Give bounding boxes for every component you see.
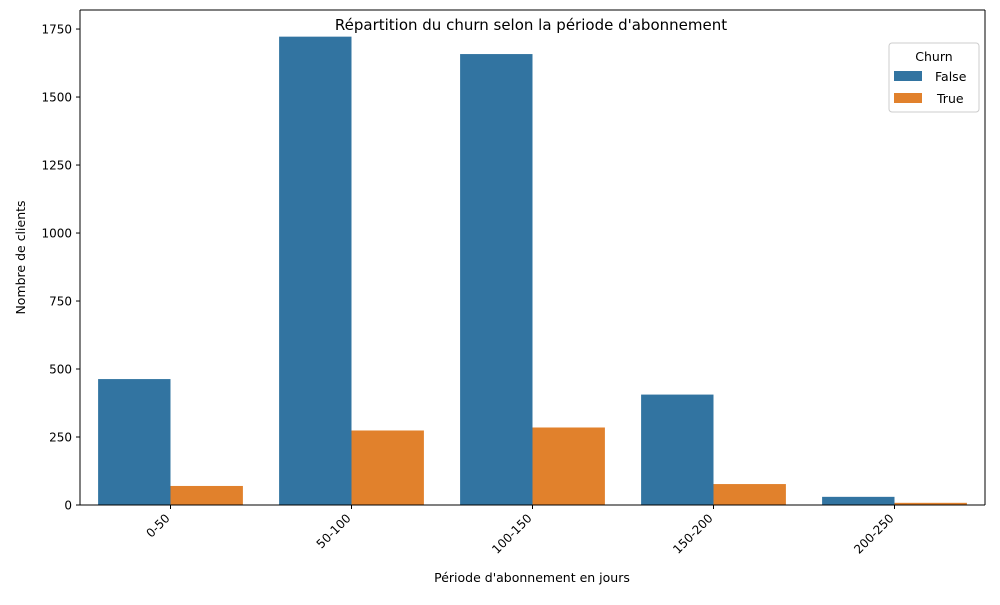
y-tick-label: 1000 xyxy=(41,227,72,241)
y-tick-label: 1750 xyxy=(41,23,72,37)
bar-false-200-250 xyxy=(822,496,895,505)
bar-false-50-100 xyxy=(279,36,352,506)
legend-swatch-true xyxy=(894,93,922,103)
y-axis-label: Nombre de clients xyxy=(13,200,28,314)
x-tick-label: 100-150 xyxy=(489,511,534,556)
bar-true-100-150 xyxy=(532,427,605,505)
bar-false-100-150 xyxy=(460,54,533,506)
y-tick-label: 500 xyxy=(49,363,72,377)
legend: Churn False True xyxy=(888,42,980,113)
bar-true-0-50 xyxy=(170,485,243,505)
legend-swatch-false xyxy=(894,71,922,81)
x-tick-label: 50-100 xyxy=(314,511,354,551)
bar-false-0-50 xyxy=(98,379,171,505)
y-tick-label: 1250 xyxy=(41,159,72,173)
x-tick-label: 0-50 xyxy=(143,511,172,540)
y-tick-label: 250 xyxy=(49,431,72,445)
x-tick-label: 150-200 xyxy=(670,511,715,556)
legend-label-true: True xyxy=(936,91,964,106)
x-ticks: 0-50 50-100 100-150 150-200 200-250 xyxy=(143,505,897,557)
bar-false-150-200 xyxy=(641,394,714,505)
y-tick-label: 1500 xyxy=(41,91,72,105)
bars-layer xyxy=(98,36,967,506)
legend-title: Churn xyxy=(915,49,952,64)
x-axis-label: Période d'abonnement en jours xyxy=(434,570,630,585)
y-ticks: 0 250 500 750 1000 1250 1500 1750 xyxy=(41,23,80,513)
bar-true-200-250 xyxy=(894,502,967,505)
legend-label-false: False xyxy=(935,69,967,84)
x-tick-label: 200-250 xyxy=(851,511,896,556)
y-tick-label: 750 xyxy=(49,295,72,309)
bar-true-50-100 xyxy=(351,430,424,505)
chart-title: Répartition du churn selon la période d'… xyxy=(335,16,727,34)
y-tick-label: 0 xyxy=(64,499,72,513)
bar-true-150-200 xyxy=(713,484,786,505)
